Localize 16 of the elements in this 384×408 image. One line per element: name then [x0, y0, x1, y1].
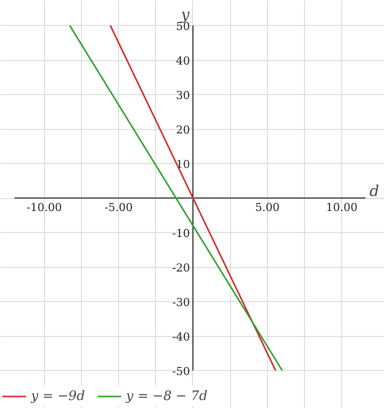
legend-label: y = −9d [31, 388, 85, 404]
x-tick-label: -5.00 [104, 201, 133, 214]
x-tick-label: -10.00 [26, 201, 62, 214]
y-tick-label: -40 [172, 330, 190, 344]
legend-label: y = −8 − 7d [126, 388, 208, 404]
y-tick-label: -30 [172, 296, 190, 309]
y-tick-label: 10 [176, 158, 190, 171]
y-tick-label: 40 [176, 54, 190, 68]
y-tick-label: 20 [176, 124, 190, 136]
x-axis-title: d [370, 182, 380, 200]
y-tick-label: -20 [172, 262, 190, 274]
y-tick-label: -10 [172, 227, 190, 240]
y-tick-label: 30 [176, 89, 190, 102]
x-tick-label: 10.00 [326, 201, 358, 214]
y-tick-label: -50 [172, 365, 190, 378]
x-tick-label: 5.00 [255, 201, 280, 214]
